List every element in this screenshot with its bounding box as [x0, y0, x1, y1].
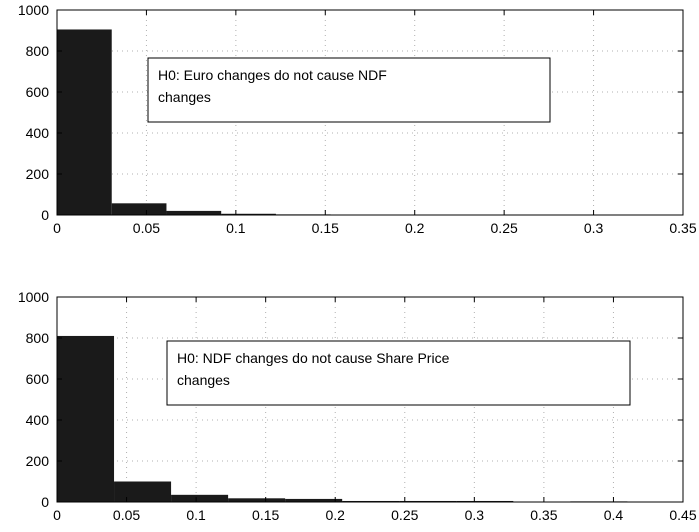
x-tick-label: 0.15: [312, 220, 339, 236]
x-tick-label: 0.35: [530, 507, 557, 523]
histogram-bar-2: [166, 210, 222, 215]
y-tick-label: 400: [26, 125, 50, 141]
x-tick-label: 0.2: [405, 220, 425, 236]
y-tick-label: 600: [26, 371, 50, 387]
x-tick-label: 0.25: [491, 220, 518, 236]
axes-frame: [56, 9, 684, 216]
annotation-text: H0: Euro changes do not cause NDF: [158, 67, 387, 83]
y-tick-label: 200: [26, 166, 50, 182]
y-tick-label: 0: [41, 494, 49, 510]
y-tick-label: 800: [26, 43, 50, 59]
x-tick-label: 0: [53, 507, 61, 523]
histogram-bar-6: [399, 500, 457, 502]
annotation-text: H0: NDF changes do not cause Share Price: [177, 350, 450, 366]
x-tick-label: 0.2: [325, 507, 345, 523]
annotation-box: [147, 57, 551, 123]
x-tick-label: 0.15: [252, 507, 279, 523]
x-tick-label: 0.05: [113, 507, 140, 523]
x-tick-label: 0.05: [133, 220, 160, 236]
histogram-panel-ndf-share-price: 0 0.05 0.1 0.15 0.2 0.25 0.3 0.35 0.4 0.45 0 200 400…: [18, 289, 697, 523]
x-tick-label: 0.1: [226, 220, 246, 236]
y-tick-label: 1000: [18, 289, 49, 305]
y-tick-label: 1000: [18, 2, 49, 18]
x-tick-label: 0.25: [391, 507, 418, 523]
y-tick-label: 0: [41, 207, 49, 223]
histogram-bar-5: [342, 500, 400, 502]
histogram-bar-1: [114, 481, 172, 502]
axes-frame: [56, 296, 684, 503]
y-tick-label: 400: [26, 412, 50, 428]
x-tick-label: 0: [53, 220, 61, 236]
x-tick-label: 0.3: [465, 507, 485, 523]
histogram-bar-1: [111, 203, 167, 215]
histogram-bar-3: [228, 498, 286, 502]
y-tick-label: 600: [26, 84, 50, 100]
x-tick-label: 0.35: [669, 220, 696, 236]
annotation-text: changes: [158, 89, 211, 105]
x-tick-label: 0.45: [669, 507, 696, 523]
histogram-bar-2: [171, 494, 229, 502]
y-tick-label: 800: [26, 330, 50, 346]
x-tick-label: 0.3: [584, 220, 604, 236]
histogram-panel-euro-ndf: 0 0.05 0.1 0.15 0.2 0.25 0.3 0.35 0 200 400 600 800 1…: [18, 2, 697, 236]
annotation-text: changes: [177, 372, 230, 388]
x-tick-label: 0.1: [186, 507, 206, 523]
histogram-bar-0: [57, 335, 115, 502]
y-tick-label: 200: [26, 453, 50, 469]
histogram-bar-3: [221, 213, 276, 215]
histogram-bar-7: [456, 500, 514, 502]
annotation-box: [166, 340, 631, 406]
histogram-bar-0: [57, 29, 112, 215]
histogram-bar-4: [285, 498, 343, 502]
x-tick-label: 0.4: [604, 507, 624, 523]
